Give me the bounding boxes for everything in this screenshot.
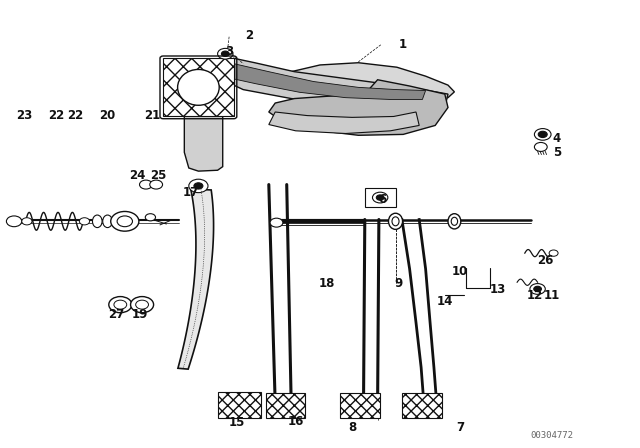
Circle shape bbox=[376, 195, 384, 200]
Circle shape bbox=[136, 300, 148, 309]
Text: 8: 8 bbox=[348, 421, 356, 435]
Bar bbox=[266, 393, 305, 418]
Polygon shape bbox=[221, 58, 448, 108]
Circle shape bbox=[372, 192, 388, 203]
Ellipse shape bbox=[392, 217, 399, 226]
Bar bbox=[163, 58, 234, 116]
Circle shape bbox=[538, 131, 547, 138]
Circle shape bbox=[109, 297, 132, 313]
Text: 4: 4 bbox=[553, 132, 561, 146]
Bar bbox=[340, 393, 380, 418]
Circle shape bbox=[530, 284, 545, 294]
Text: 2: 2 bbox=[246, 29, 253, 43]
Polygon shape bbox=[178, 189, 214, 369]
Ellipse shape bbox=[448, 214, 461, 229]
Text: 19: 19 bbox=[131, 308, 148, 321]
Ellipse shape bbox=[103, 215, 113, 228]
Polygon shape bbox=[184, 59, 223, 171]
Text: 7: 7 bbox=[457, 421, 465, 435]
Polygon shape bbox=[269, 112, 419, 134]
Text: 20: 20 bbox=[99, 109, 116, 122]
Text: 27: 27 bbox=[108, 308, 125, 321]
Text: 26: 26 bbox=[537, 254, 554, 267]
Text: 22: 22 bbox=[48, 109, 65, 122]
Bar bbox=[402, 393, 442, 418]
Circle shape bbox=[79, 218, 90, 225]
Text: 00304772: 00304772 bbox=[530, 431, 573, 440]
Polygon shape bbox=[269, 80, 448, 135]
Circle shape bbox=[270, 218, 283, 227]
Circle shape bbox=[111, 211, 139, 231]
Text: 10: 10 bbox=[451, 264, 468, 278]
Circle shape bbox=[189, 179, 208, 193]
Text: 21: 21 bbox=[144, 109, 161, 122]
Circle shape bbox=[6, 216, 22, 227]
Ellipse shape bbox=[178, 69, 220, 105]
Polygon shape bbox=[225, 64, 426, 99]
Text: 14: 14 bbox=[436, 294, 453, 308]
Polygon shape bbox=[275, 63, 454, 101]
Circle shape bbox=[534, 129, 551, 140]
Circle shape bbox=[549, 250, 558, 256]
Text: 23: 23 bbox=[16, 109, 33, 122]
Circle shape bbox=[140, 180, 152, 189]
Text: 5: 5 bbox=[553, 146, 561, 159]
Circle shape bbox=[534, 142, 547, 151]
Circle shape bbox=[218, 48, 233, 59]
Circle shape bbox=[117, 216, 132, 227]
Text: 12: 12 bbox=[526, 289, 543, 302]
Text: 16: 16 bbox=[287, 414, 304, 428]
Text: 11: 11 bbox=[543, 289, 560, 302]
Text: 25: 25 bbox=[150, 169, 167, 182]
Circle shape bbox=[221, 51, 229, 56]
Text: 18: 18 bbox=[318, 276, 335, 290]
Text: 6: 6 bbox=[379, 193, 387, 206]
Circle shape bbox=[150, 180, 163, 189]
Ellipse shape bbox=[388, 213, 403, 229]
Circle shape bbox=[22, 218, 32, 225]
Bar bbox=[365, 188, 396, 207]
Text: 1: 1 bbox=[399, 38, 407, 52]
Text: 3: 3 bbox=[225, 45, 233, 58]
Circle shape bbox=[145, 214, 156, 221]
Text: 13: 13 bbox=[490, 283, 506, 297]
Text: 17: 17 bbox=[182, 186, 199, 199]
Text: 15: 15 bbox=[228, 415, 245, 429]
Text: 22: 22 bbox=[67, 109, 84, 122]
Bar bbox=[218, 392, 261, 418]
Text: 24: 24 bbox=[129, 169, 146, 182]
Circle shape bbox=[534, 286, 541, 292]
Ellipse shape bbox=[93, 215, 102, 228]
Circle shape bbox=[131, 297, 154, 313]
Ellipse shape bbox=[451, 217, 458, 225]
Circle shape bbox=[194, 183, 203, 189]
Text: 9: 9 bbox=[394, 276, 402, 290]
Circle shape bbox=[114, 300, 127, 309]
